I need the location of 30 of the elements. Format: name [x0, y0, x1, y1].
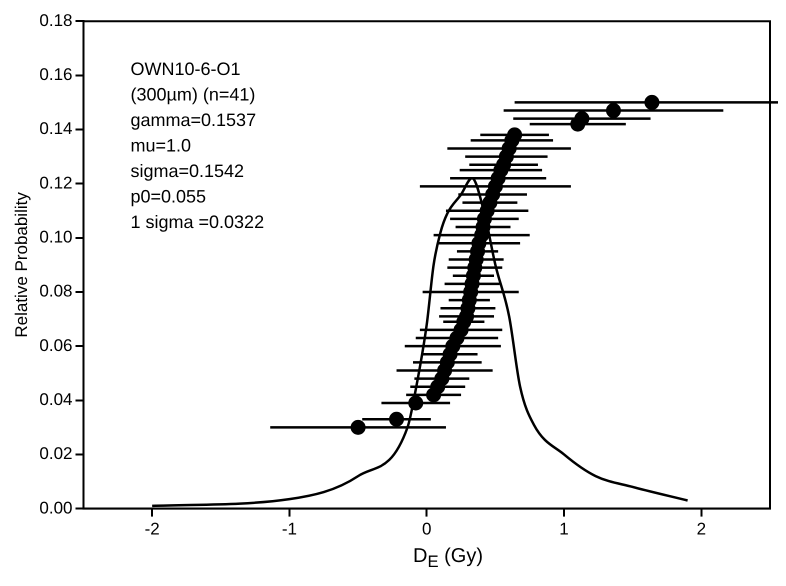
y-tick-label: 0.04 — [39, 390, 72, 409]
x-tick-label: 0 — [422, 519, 432, 538]
y-tick-label: 0.16 — [39, 65, 72, 84]
y-axis-title: Relative Probability — [12, 192, 31, 338]
point — [606, 103, 621, 118]
annotation: 1 sigma =0.0322 — [130, 212, 264, 232]
point — [350, 420, 366, 435]
annotation: mu=1.0 — [130, 136, 192, 156]
annotation: sigma=0.1542 — [130, 161, 244, 182]
point — [644, 94, 660, 110]
y-tick-label: 0.14 — [39, 119, 72, 138]
x-tick-label: 2 — [696, 519, 706, 538]
y-tick-label: 0.18 — [39, 10, 72, 30]
y-tick-label: 0.12 — [39, 173, 72, 192]
point — [574, 111, 590, 126]
annotation: (300µm) (n=41) — [130, 84, 256, 105]
annotation: p0=0.055 — [130, 186, 206, 207]
y-tick-label: 0.08 — [39, 282, 72, 301]
point — [389, 412, 404, 427]
y-tick-label: 0.00 — [39, 498, 72, 518]
annotation: gamma=0.1537 — [130, 110, 256, 130]
x-tick-label: -2 — [144, 519, 160, 538]
x-tick-label: 1 — [559, 519, 569, 538]
annotation: OWN10-6-O1 — [130, 59, 241, 80]
x-tick-label: -1 — [282, 519, 298, 538]
point — [408, 395, 424, 410]
y-tick-label: 0.02 — [39, 444, 72, 464]
x-axis-title: D$_{E}$ (Gy) — [412, 545, 484, 572]
y-tick-label: 0.06 — [39, 336, 72, 355]
y-tick-label: 0.10 — [39, 228, 72, 247]
